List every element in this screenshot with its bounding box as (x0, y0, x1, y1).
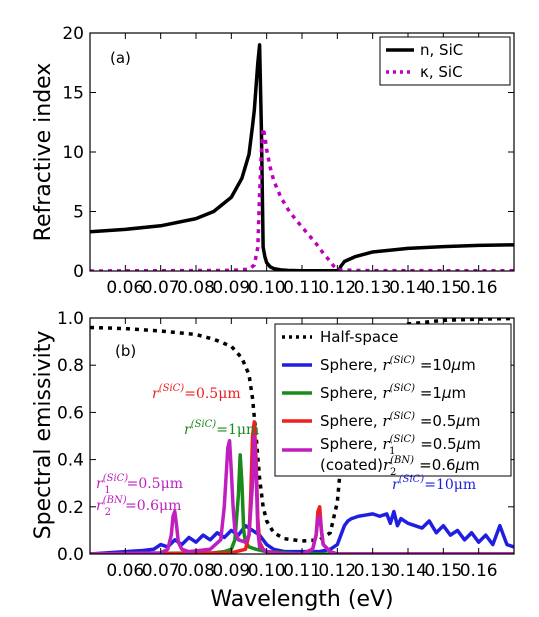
panel-a-legend-box (379, 36, 511, 86)
panel-b-series-4-line (90, 434, 514, 554)
panel-b-legend-box (274, 323, 512, 477)
panel-b-xtick-label: 0.09 (212, 561, 250, 581)
panel-a-ytick-label: 5 (73, 203, 84, 223)
panel-b-xtick-label: 0.10 (248, 561, 286, 581)
legend-label-sphere-10: Sphere, r(SiC) =10μm (320, 355, 476, 374)
legend-label-halfspace: Half-space (320, 328, 399, 346)
panel-b-ytick-label: 0.8 (57, 356, 84, 376)
panel-b-ytick-label: 1.0 (57, 309, 84, 329)
panel-b-ticks: 0.060.070.080.090.100.110.120.130.140.15… (57, 309, 514, 581)
panel-a-xtick-label: 0.13 (354, 278, 392, 298)
panel-a-series-1-line (90, 126, 514, 271)
panel-a-ytick-label: 10 (62, 143, 84, 163)
panel-a-ticks: 0.060.070.080.090.100.110.120.130.140.15… (62, 24, 514, 298)
panel-b-annotations: r(SiC)=0.5μm r(SiC)=1μm r(SiC) 1 =0.5μm r(… (96, 383, 476, 518)
panel-b-xtick-label: 0.12 (318, 561, 356, 581)
panel-b-xtick-label: 0.16 (460, 561, 498, 581)
panel-a-xtick-label: 0.11 (283, 278, 321, 298)
annotation-r-sic-1: r(SiC)=1μm (184, 419, 259, 438)
panel-b-xtick-label: 0.08 (177, 561, 215, 581)
panel-b-xtick-label: 0.11 (283, 561, 321, 581)
panel-a-xtick-label: 0.08 (177, 278, 215, 298)
panel-a: 0.060.070.080.090.100.110.120.130.140.15… (31, 24, 515, 298)
annotation-r-sic-10: r(SiC)=10μm (392, 474, 476, 493)
panel-b-ytick-label: 0.2 (57, 498, 84, 518)
annotation-r1-sic-05: r(SiC) 1 =0.5μm (96, 473, 183, 496)
panel-b-label: (b) (115, 342, 136, 360)
panel-b-xlabel: Wavelength (eV) (210, 587, 393, 612)
panel-b-ylabel: Spectral emissivity (31, 331, 56, 540)
panel-a-xtick-label: 0.06 (106, 278, 144, 298)
panel-b-xtick-label: 0.14 (389, 561, 427, 581)
panel-a-xtick-label: 0.15 (424, 278, 462, 298)
panel-b-legend: Half-space Sphere, r(SiC) =10μm Sphere, … (274, 323, 512, 478)
panel-a-xtick-label: 0.07 (142, 278, 180, 298)
panel-a-ytick-label: 15 (62, 84, 84, 104)
panel-b-ytick-label: 0.0 (57, 545, 84, 565)
panel-b: 0.060.070.080.090.100.110.120.130.140.15… (31, 309, 515, 612)
panel-b-ytick-label: 0.4 (57, 451, 84, 471)
legend-label-kappa: κ, SiC (420, 63, 463, 81)
annotation-r2-bn-06: r(BN) 2 =0.6μm (96, 495, 181, 518)
panel-a-ylabel: Refractive index (31, 63, 56, 242)
panel-a-xtick-label: 0.16 (460, 278, 498, 298)
panel-a-xtick-label: 0.10 (248, 278, 286, 298)
legend-label-sphere-coated-line2: (coated)r(BN) 2 =0.6μm (320, 455, 480, 478)
panel-b-xtick-label: 0.13 (354, 561, 392, 581)
panel-a-series-0-line (90, 43, 514, 271)
panel-b-ytick-label: 0.6 (57, 403, 84, 423)
panel-a-legend: n, SiC κ, SiC (379, 36, 511, 86)
legend-label-sphere-05: Sphere, r(SiC) =0.5μm (320, 411, 480, 430)
panel-b-xtick-label: 0.15 (424, 561, 462, 581)
panel-b-series-1-line (90, 509, 514, 554)
panel-b-xtick-label: 0.07 (142, 561, 180, 581)
panel-a-xtick-label: 0.12 (318, 278, 356, 298)
legend-label-n: n, SiC (420, 41, 463, 59)
legend-label-sphere-1: Sphere, r(SiC) =1μm (320, 383, 466, 402)
panel-b-xtick-label: 0.06 (106, 561, 144, 581)
panel-a-label: (a) (110, 49, 131, 67)
panel-a-ytick-label: 0 (73, 262, 84, 282)
panel-a-xtick-label: 0.09 (212, 278, 250, 298)
panel-a-xtick-label: 0.14 (389, 278, 427, 298)
panel-a-ytick-label: 20 (62, 24, 84, 44)
annotation-r-sic-05: r(SiC)=0.5μm (152, 383, 241, 402)
